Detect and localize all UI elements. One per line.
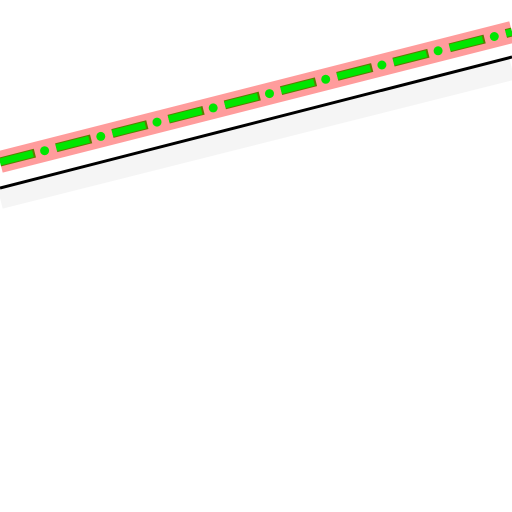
centerline-dot [208,103,218,113]
centerline-dot [489,32,499,41]
road-edge-line [0,55,512,190]
road-shoulder [0,58,512,209]
road-centerline-dots [40,32,499,156]
centerline-dot [433,46,443,56]
centerline-dot [377,60,387,70]
centerline-dot [40,146,50,156]
centerline-dot [96,131,106,141]
centerline-dot [321,74,331,84]
centerline-dot [152,117,162,127]
centerline-dot [265,89,274,99]
road-centerline-dashes [0,28,512,166]
